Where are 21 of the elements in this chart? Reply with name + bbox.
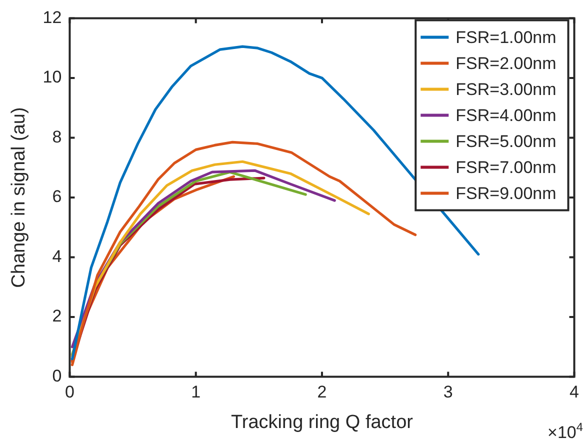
x-axis-title: Tracking ring Q factor [231,412,414,433]
y-tick-label: 12 [42,8,62,27]
y-tick-label: 0 [52,366,62,386]
y-tick-label: 10 [42,68,62,87]
y-tick-label: 2 [52,306,62,326]
legend-label: FSR=9.00nm [456,184,556,203]
y-tick-label: 4 [52,246,62,266]
y-tick-label: 8 [52,127,62,146]
x-tick-label: 4 [570,382,580,402]
legend-label: FSR=4.00nm [456,106,556,125]
x-tick-label: 0 [64,382,74,402]
legend-label: FSR=2.00nm [456,54,556,73]
y-tick-label: 6 [52,187,62,206]
legend-label: FSR=1.00nm [456,28,556,47]
legend-label: FSR=5.00nm [456,132,556,151]
x-tick-label: 2 [317,382,327,402]
x-tick-label: 1 [191,382,201,402]
y-axis-title: Change in signal (au) [8,107,30,288]
x-tick-label: 3 [443,382,453,402]
legend-label: FSR=7.00nm [456,158,556,177]
legend-label: FSR=3.00nm [456,80,556,99]
